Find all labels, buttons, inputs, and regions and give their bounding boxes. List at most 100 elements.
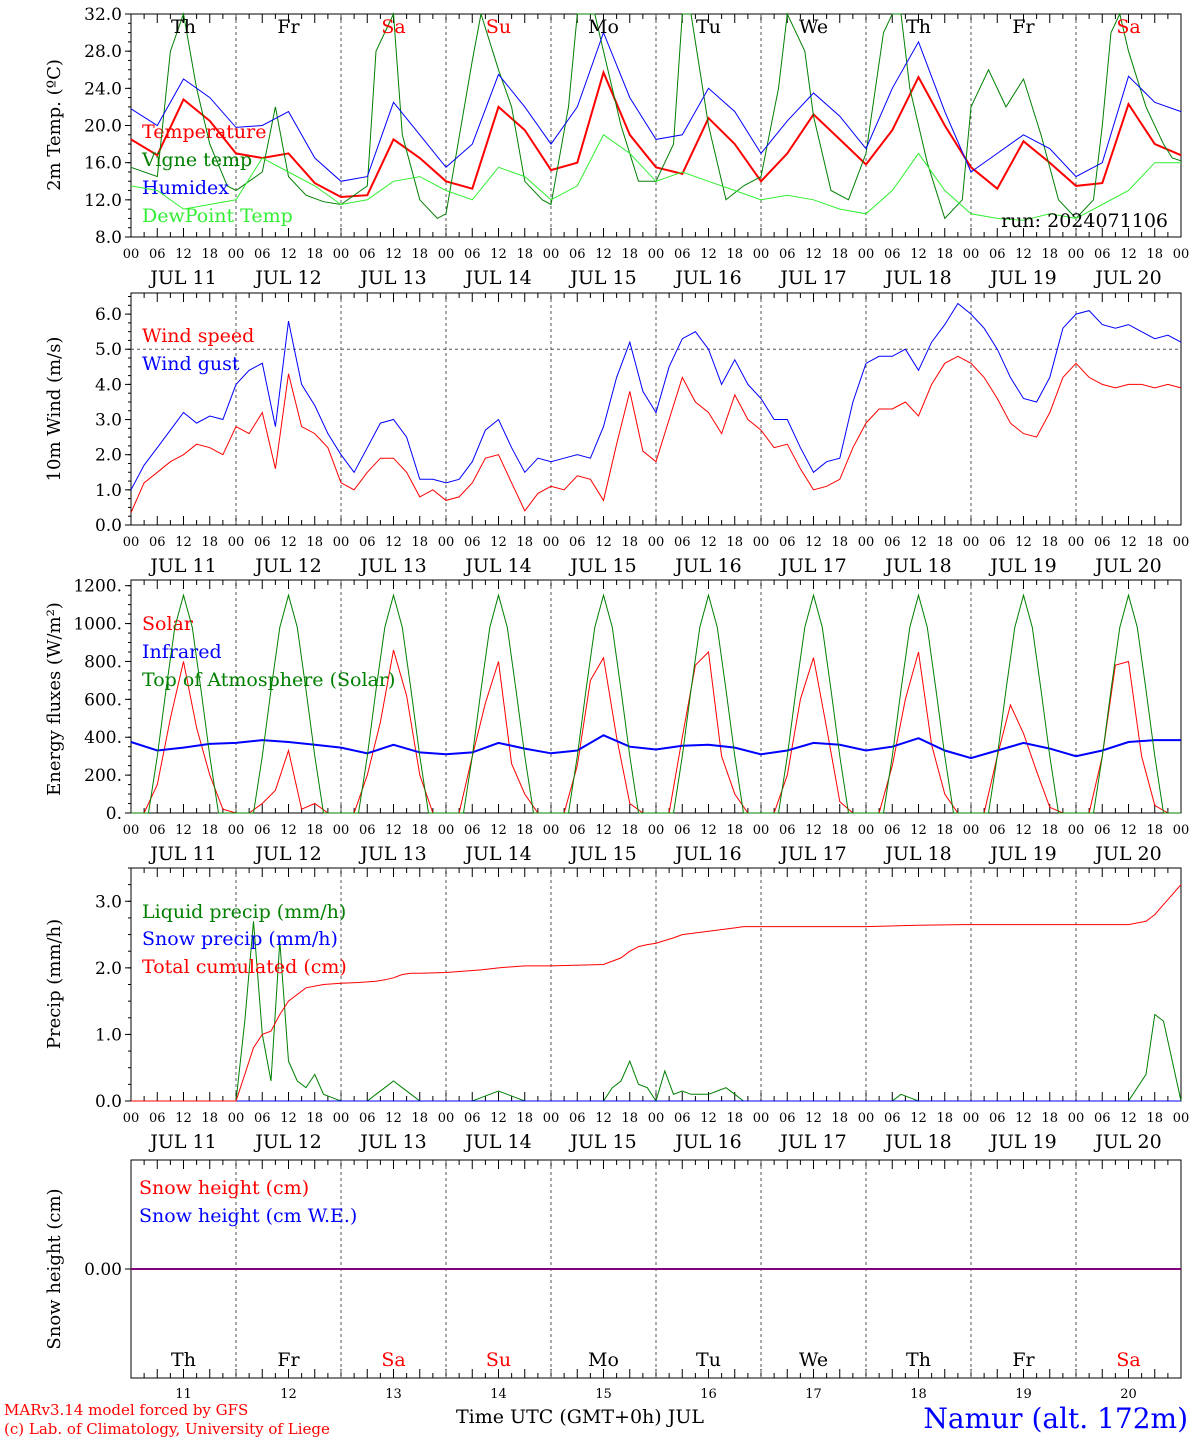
panel-2-hour-tick-label: 00 [1068,823,1085,838]
panel-1-hour-tick-label: 00 [543,535,560,550]
panel-3-y-tick-label: 2.0 [95,959,122,979]
panel-2-hour-tick-label: 12 [1120,823,1137,838]
panel-0-hour-tick-label: 06 [254,247,271,262]
panel-1-date-label: JUL 18 [883,555,951,577]
panel-1-hour-tick-label: 06 [779,535,796,550]
panel-1-hour-tick-label: 18 [621,535,638,550]
panel-0-y-tick-label: 28.0 [84,42,122,62]
panel-1-hour-tick-label: 00 [1173,535,1190,550]
day-number-label: 17 [805,1387,822,1402]
panel-3-hour-tick-label: 12 [1015,1111,1032,1126]
panel-2-hour-tick-label: 00 [858,823,875,838]
panel-1-hour-tick-label: 06 [884,535,901,550]
panel-2-hour-tick-label: 12 [175,823,192,838]
panel-2-hour-tick-label: 06 [884,823,901,838]
panel-0-hour-tick-label: 18 [831,247,848,262]
panel-3-date-label: JUL 17 [778,1131,846,1153]
panel-1-hour-tick-label: 06 [149,535,166,550]
day-number-label: 14 [490,1387,507,1402]
top-weekday-label: Su [486,16,511,38]
panel-2-hour-tick-label: 18 [411,823,428,838]
panel-0-hour-tick-label: 18 [411,247,428,262]
panel-3-hour-tick-label: 12 [595,1111,612,1126]
panel-1-y-axis-label: 10m Wind (m/s) [44,337,65,482]
panel-0-date-label: JUL 17 [778,267,846,289]
panel-2-hour-tick-label: 18 [621,823,638,838]
panel-2-hour-tick-label: 06 [1094,823,1111,838]
panel-1-hour-tick-label: 12 [175,535,192,550]
panel-1-date-label: JUL 16 [673,555,741,577]
panel-0-hour-tick-label: 06 [989,247,1006,262]
panel-1-date-label: JUL 11 [148,555,216,577]
panel-0-date-label: JUL 13 [358,267,426,289]
panel-3-hour-tick-label: 12 [175,1111,192,1126]
panel-0-y-axis-label: 2m Temp. (ºC) [44,59,65,191]
panel-3-series-0-line [131,921,1182,1103]
panel-2-hour-tick-label: 06 [464,823,481,838]
panel-1-hour-tick-label: 12 [280,535,297,550]
panel-2-hour-tick-label: 00 [228,823,245,838]
panel-2-hour-tick-label: 18 [201,823,218,838]
panel-3-date-label: JUL 11 [148,1131,216,1153]
panel-3-hour-tick-label: 18 [726,1111,743,1126]
panel-4-y-tick-label: 0.00 [84,1260,122,1280]
panel-0-hour-tick-label: 12 [280,247,297,262]
panel-0-series-1-line [130,12,1182,220]
panel-1-hour-tick-label: 12 [700,535,717,550]
bottom-weekday-label: Th [171,1349,196,1371]
panel-0-hour-tick-label: 00 [1173,247,1190,262]
panel-2-hour-tick-label: 06 [149,823,166,838]
panel-0-hour-tick-label: 18 [726,247,743,262]
panel-2-y-axis-label: Energy fluxes (W/m²) [44,602,65,796]
panel-1-y-tick-label: 2.0 [95,446,122,466]
panel-0-hour-tick-label: 00 [123,247,140,262]
top-weekday-label: Mo [588,16,619,38]
day-number-label: 15 [595,1387,612,1402]
panel-0-date-label: JUL 18 [883,267,951,289]
panel-2-date-label: JUL 19 [988,843,1056,865]
panel-2-date-label: JUL 13 [358,843,426,865]
panel-2-date-label: JUL 18 [883,843,951,865]
top-weekday-label: Sa [381,16,405,38]
panel-2-date-label: JUL 17 [778,843,846,865]
panel-0-date-label: JUL 15 [568,267,636,289]
panel-2-hour-tick-label: 00 [543,823,560,838]
station-label: Namur (alt. 172m) [923,1402,1188,1435]
panel-1-hour-tick-label: 00 [333,535,350,550]
panel-1-legend-1: Wind gust [142,353,240,375]
top-weekday-label: Tu [696,16,721,38]
panel-2-hour-tick-label: 06 [359,823,376,838]
panel-0-hour-tick-label: 18 [1146,247,1163,262]
panel-2-hour-tick-label: 12 [490,823,507,838]
day-number-label: 11 [175,1387,192,1402]
panel-1-hour-tick-label: 06 [1094,535,1111,550]
panel-1-hour-tick-label: 00 [858,535,875,550]
panel-2-hour-tick-label: 12 [280,823,297,838]
panel-1-y-tick-label: 5.0 [95,340,122,360]
panel-3-legend-1: Snow precip (mm/h) [142,928,338,950]
panel-0-hour-tick-label: 12 [805,247,822,262]
panel-1-hour-tick-label: 18 [936,535,953,550]
panel-1-series-0-line [130,355,1182,513]
panel-0-frame [130,13,1182,238]
bottom-weekday-label: Mo [588,1349,619,1371]
panel-2-hour-tick-label: 12 [910,823,927,838]
panel-0-hour-tick-label: 12 [385,247,402,262]
panel-2-legend-0: Solar [142,613,194,635]
panel-2-hour-tick-label: 00 [753,823,770,838]
panel-2-hour-tick-label: 12 [595,823,612,838]
panel-0-hour-tick-label: 12 [490,247,507,262]
panel-2-y-tick-label: 400. [84,728,122,748]
panel-2-hour-tick-label: 18 [831,823,848,838]
panel-0-hour-tick-label: 18 [621,247,638,262]
panel-0-hour-tick-label: 00 [858,247,875,262]
panel-1-hour-tick-label: 06 [674,535,691,550]
panel-1-hour-tick-label: 00 [963,535,980,550]
panel-2-hour-tick-label: 12 [385,823,402,838]
panel-1-y-tick-label: 0.0 [95,516,122,536]
panel-1-legend-0: Wind speed [142,325,254,347]
panel-3-date-label: JUL 19 [988,1131,1056,1153]
panel-1-hour-tick-label: 00 [123,535,140,550]
panel-1-hour-tick-label: 12 [1015,535,1032,550]
